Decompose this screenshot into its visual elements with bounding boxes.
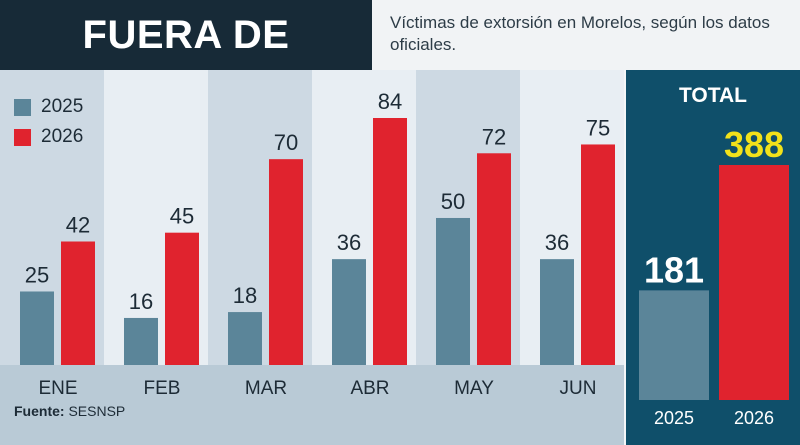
data-label: 75	[586, 115, 610, 140]
bar-2025-ene	[20, 291, 54, 365]
bar-2026-ene	[61, 241, 95, 365]
total-value-label: 388	[724, 124, 784, 165]
bar-2025-jun	[540, 259, 574, 365]
legend-item-2025: 2025	[14, 92, 83, 122]
data-label: 25	[25, 262, 49, 287]
bar-2026-mar	[269, 159, 303, 365]
category-label: MAR	[245, 378, 287, 399]
source-note: Fuente: SESNSP	[14, 403, 125, 419]
bar-2025-mar	[228, 312, 262, 365]
bar-2026-abr	[373, 118, 407, 365]
bar-2026-jun	[581, 144, 615, 365]
legend: 2025 2026	[14, 92, 83, 152]
total-category-label: 2025	[654, 408, 694, 428]
data-label: 36	[545, 230, 569, 255]
legend-swatch	[14, 128, 31, 146]
data-label: 72	[482, 124, 506, 149]
category-label: ABR	[350, 378, 389, 399]
total-bar-2026	[719, 165, 789, 400]
bar-2025-abr	[332, 259, 366, 365]
total-category-label: 2026	[734, 408, 774, 428]
legend-label: 2025	[41, 96, 84, 117]
bar-2026-feb	[165, 232, 199, 365]
data-label: 18	[233, 283, 257, 308]
month-label-band	[0, 365, 624, 445]
data-label: 70	[274, 130, 298, 155]
total-bar-2025	[639, 290, 709, 400]
source-label: Fuente:	[14, 403, 65, 419]
source-value: SESNSP	[68, 403, 126, 419]
data-label: 42	[66, 213, 90, 238]
total-value-label: 181	[644, 249, 704, 290]
data-label: 45	[170, 204, 194, 229]
total-title: TOTAL	[678, 84, 748, 107]
legend-item-2026: 2026	[14, 122, 83, 152]
page-subtitle: Víctimas de extorsión en Morelos, según …	[390, 13, 770, 54]
category-label: FEB	[144, 378, 181, 399]
data-label: 36	[337, 230, 361, 255]
legend-swatch	[14, 98, 31, 116]
legend-label: 2026	[41, 126, 84, 147]
bar-2025-feb	[124, 317, 158, 365]
category-label: MAY	[454, 378, 494, 399]
bar-2025-may	[436, 217, 470, 365]
data-label: 16	[129, 289, 153, 314]
data-label: 84	[378, 89, 402, 114]
data-label: 50	[441, 189, 465, 214]
category-label: ENE	[38, 378, 77, 399]
bar-2026-may	[477, 153, 511, 365]
category-label: JUN	[560, 378, 597, 399]
